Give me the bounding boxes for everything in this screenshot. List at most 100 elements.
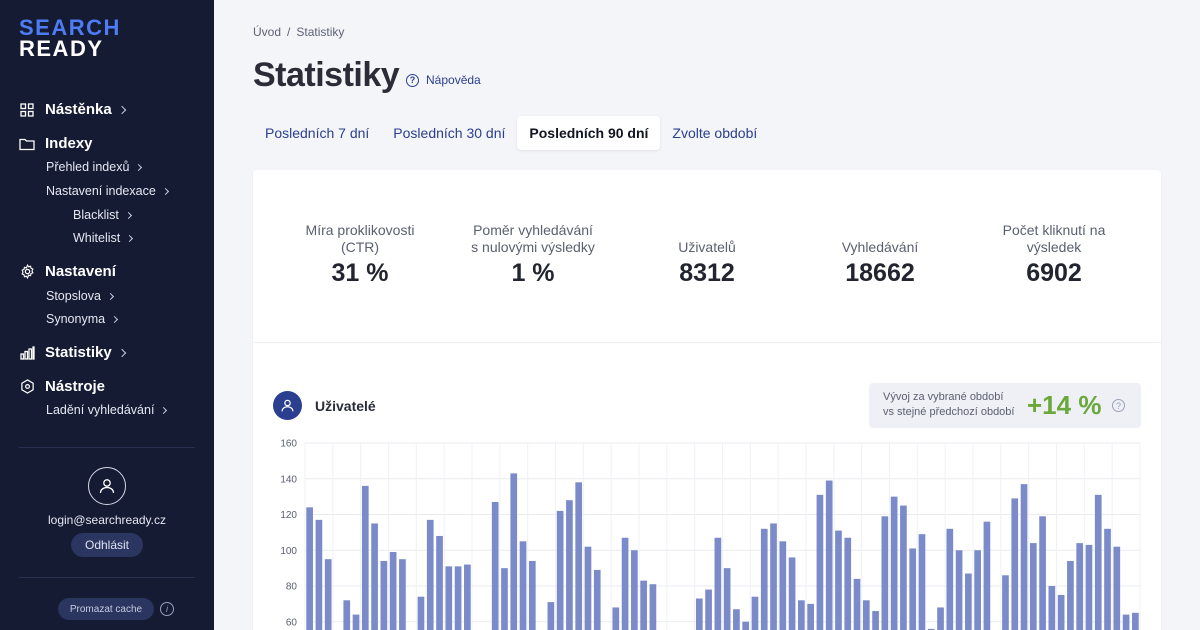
chart-bar[interactable] (1057, 594, 1065, 630)
chart-bar[interactable] (1067, 560, 1074, 630)
chart-bar[interactable] (1076, 543, 1084, 630)
info-icon[interactable]: i (160, 602, 174, 616)
help-icon[interactable]: ? (1112, 399, 1125, 412)
chart-bar[interactable] (788, 557, 796, 630)
chart-bar[interactable] (918, 534, 926, 630)
chart-bar[interactable] (352, 614, 360, 630)
sidebar-item-index-overview[interactable]: Přehled indexů (46, 160, 143, 174)
chart-bar[interactable] (1048, 586, 1056, 630)
chart-bar[interactable] (1039, 516, 1046, 630)
sidebar-item-statistics[interactable]: Statistiky (19, 344, 126, 361)
chart-bar[interactable] (491, 501, 499, 630)
chart-bar[interactable] (825, 480, 833, 630)
chart-bar[interactable] (324, 559, 332, 630)
sidebar-item-stopwords[interactable]: Stopslova (46, 289, 114, 303)
chart-bar[interactable] (695, 598, 703, 630)
chart-bar[interactable] (575, 482, 583, 630)
chart-bar[interactable] (955, 550, 963, 630)
chart-bar[interactable] (631, 550, 638, 630)
chart-bar[interactable] (770, 523, 777, 630)
chart-bar[interactable] (1104, 528, 1111, 630)
chart-bar[interactable] (779, 541, 787, 630)
tab-last-7-days[interactable]: Posledních 7 dní (265, 125, 370, 141)
chart-bar[interactable] (528, 560, 536, 630)
chart-bar[interactable] (464, 564, 471, 630)
chart-bar[interactable] (705, 589, 712, 630)
chart-bar[interactable] (714, 537, 722, 630)
chart-bar[interactable] (1029, 543, 1037, 630)
chart-bar[interactable] (501, 568, 508, 630)
chart-bar[interactable] (426, 519, 434, 630)
chart-bar[interactable] (760, 528, 768, 630)
logo[interactable]: SEARCH READY (19, 17, 121, 60)
chart-bar[interactable] (723, 568, 731, 630)
tab-last-30-days[interactable]: Posledních 30 dní (393, 125, 506, 141)
chart-bar[interactable] (593, 569, 601, 630)
chart-bar[interactable] (816, 494, 824, 630)
chart-bar[interactable] (751, 596, 759, 630)
chart-bar[interactable] (798, 600, 805, 630)
sidebar-item-index-settings[interactable]: Nastavení indexace (46, 184, 169, 198)
chart-bar[interactable] (380, 560, 388, 630)
chart-bar[interactable] (1122, 614, 1130, 630)
help-link[interactable]: ? Nápověda (406, 73, 481, 87)
chart-bar[interactable] (862, 600, 870, 630)
tab-custom-period[interactable]: Zvolte období (672, 125, 758, 141)
chart-bar[interactable] (436, 535, 443, 630)
sidebar-item-indexes[interactable]: Indexy (19, 135, 93, 152)
sidebar-item-dashboard[interactable]: Nástěnka (19, 101, 126, 118)
chart-bar[interactable] (621, 537, 629, 630)
tab-last-90-days[interactable]: Posledních 90 dní (517, 116, 661, 150)
chart-bar[interactable] (612, 607, 620, 630)
chart-bar[interactable] (1132, 612, 1139, 630)
chart-bar[interactable] (417, 596, 425, 630)
chart-bar[interactable] (983, 521, 991, 630)
chart-bar[interactable] (844, 537, 852, 630)
chart-bar[interactable] (361, 485, 369, 630)
chart-bar[interactable] (1085, 544, 1093, 630)
chart-bar[interactable] (733, 609, 740, 630)
chart-bar[interactable] (371, 523, 378, 630)
sidebar-item-tools[interactable]: Nástroje (19, 378, 105, 395)
chart-bar[interactable] (547, 602, 555, 630)
chart-bar[interactable] (974, 550, 981, 630)
chart-bar[interactable] (343, 600, 351, 630)
chart-bar[interactable] (399, 559, 406, 630)
chart-bar[interactable] (389, 552, 397, 630)
chart-bar[interactable] (306, 507, 313, 630)
chart-bar[interactable] (965, 573, 972, 630)
chart-bar[interactable] (1094, 494, 1102, 630)
chart-bar[interactable] (742, 621, 750, 630)
chart-bar[interactable] (454, 566, 462, 630)
sidebar-item-settings[interactable]: Nastavení (19, 263, 116, 280)
sidebar-item-search-tuning[interactable]: Ladění vyhledávání (46, 403, 168, 417)
chart-bar[interactable] (1113, 546, 1121, 630)
chart-bar[interactable] (853, 578, 861, 630)
chart-bar[interactable] (640, 580, 647, 630)
chart-bar[interactable] (890, 496, 898, 630)
chart-bar[interactable] (445, 566, 453, 630)
chart-bar[interactable] (900, 505, 907, 630)
chart-bar[interactable] (937, 607, 944, 630)
logout-button[interactable]: Odhlásit (71, 533, 143, 557)
breadcrumb-home[interactable]: Úvod (253, 25, 282, 39)
chart-bar[interactable] (510, 473, 518, 630)
chart-bar[interactable] (835, 530, 842, 630)
sidebar-item-whitelist[interactable]: Whitelist (73, 231, 134, 245)
chart-bar[interactable] (1011, 498, 1019, 630)
chart-bar[interactable] (566, 500, 573, 630)
chart-bar[interactable] (1020, 484, 1028, 630)
chart-bar[interactable] (584, 546, 592, 630)
avatar[interactable] (88, 467, 126, 505)
chart-bar[interactable] (1002, 575, 1009, 630)
clear-cache-button[interactable]: Promazat cache (58, 598, 154, 620)
chart-bar[interactable] (556, 510, 564, 630)
chart-bar[interactable] (881, 516, 889, 630)
chart-bar[interactable] (807, 603, 814, 630)
chart-bar[interactable] (927, 628, 935, 630)
chart-bar[interactable] (649, 584, 657, 630)
chart-bar[interactable] (909, 548, 917, 630)
sidebar-item-synonyms[interactable]: Synonyma (46, 312, 119, 326)
chart-bar[interactable] (946, 528, 954, 630)
sidebar-item-blacklist[interactable]: Blacklist (73, 208, 132, 222)
